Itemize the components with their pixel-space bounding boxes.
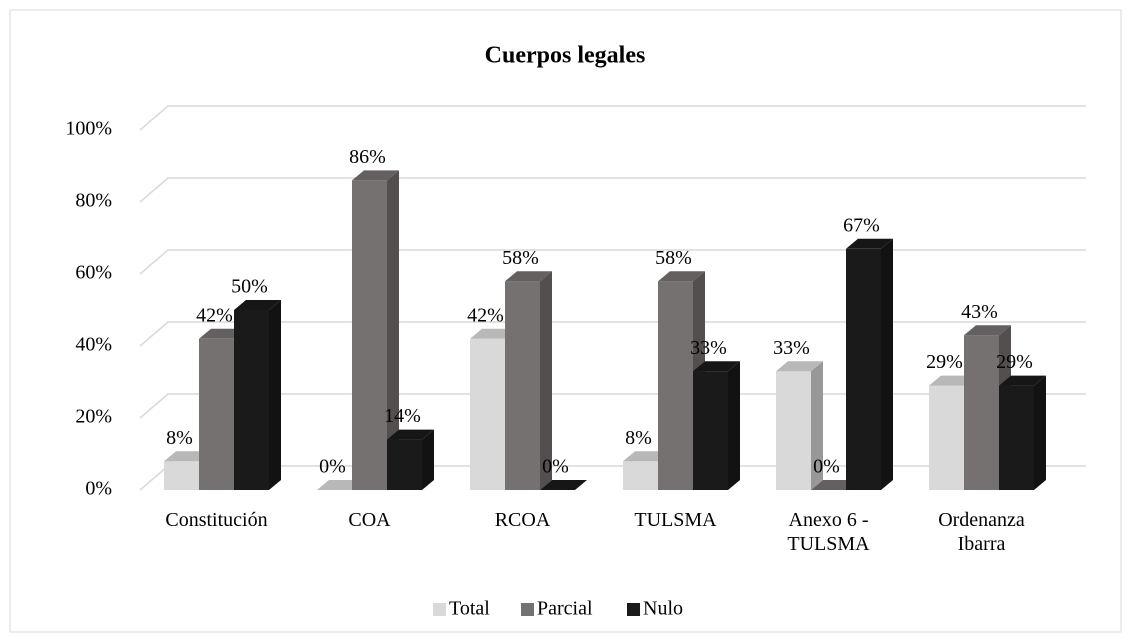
x-tick-label: Ordenanza Ibarra xyxy=(938,509,1025,555)
x-tick-label: Constitución xyxy=(165,509,268,531)
y-tick-label: 0% xyxy=(85,478,112,500)
bar-top xyxy=(658,271,705,282)
legend-label: Total xyxy=(449,598,490,620)
data-label: 86% xyxy=(349,146,386,168)
data-label: 8% xyxy=(166,427,193,449)
chart-frame xyxy=(9,9,1122,633)
data-label: 0% xyxy=(813,456,840,478)
bar-front xyxy=(164,461,199,490)
bar-front xyxy=(387,439,422,490)
x-tick-label: Anexo 6 - TULSMA xyxy=(787,509,870,555)
bar-front xyxy=(352,180,387,490)
bar-top xyxy=(776,361,823,372)
bar-top xyxy=(352,170,399,181)
y-tick-label: 80% xyxy=(75,190,112,212)
data-label: 29% xyxy=(926,351,963,373)
bar-front xyxy=(234,310,269,490)
bar-side xyxy=(1034,375,1046,490)
bar-front xyxy=(776,371,811,490)
x-tick-label: TULSMA xyxy=(634,509,717,531)
bar-front xyxy=(658,281,693,490)
bar-top xyxy=(964,325,1011,336)
grid-line xyxy=(139,177,1086,203)
x-tick-label: RCOA xyxy=(494,509,551,531)
grid-line xyxy=(139,321,1086,347)
data-label: 14% xyxy=(384,405,421,427)
bar-front xyxy=(623,461,658,490)
chart-title: Cuerpos legales xyxy=(485,43,646,69)
bar-top xyxy=(234,300,281,310)
bar-side xyxy=(881,238,893,490)
bar-top xyxy=(505,271,552,282)
data-label: 42% xyxy=(467,304,504,326)
grid-line xyxy=(139,105,1086,131)
data-label: 0% xyxy=(319,456,346,478)
data-label: 29% xyxy=(996,351,1033,373)
bar-side xyxy=(728,361,740,490)
data-label: 58% xyxy=(502,247,539,269)
bar-front xyxy=(929,385,964,490)
y-tick-label: 60% xyxy=(75,262,112,284)
bar-top xyxy=(387,429,434,440)
bar-side xyxy=(811,361,823,490)
bar-front xyxy=(693,371,728,490)
legend-label: Nulo xyxy=(643,598,683,620)
data-label: 42% xyxy=(196,304,233,326)
y-tick-label: 20% xyxy=(75,406,112,428)
bar-top xyxy=(999,375,1046,386)
bar-front xyxy=(999,385,1034,490)
data-label: 0% xyxy=(542,456,569,478)
bar-side xyxy=(269,300,281,490)
bar-side xyxy=(387,170,399,490)
bar-top xyxy=(540,480,587,490)
bar-top xyxy=(693,361,740,372)
bar-front xyxy=(964,335,999,490)
legend-label: Parcial xyxy=(537,598,593,620)
x-tick-label: COA xyxy=(348,509,391,531)
data-label: 58% xyxy=(655,247,692,269)
data-label: 50% xyxy=(231,276,268,298)
bar-front xyxy=(470,338,505,490)
data-label: 8% xyxy=(625,427,652,449)
bar-front xyxy=(846,248,881,490)
legend-swatch xyxy=(433,603,446,616)
data-label: 67% xyxy=(843,214,880,236)
data-label: 43% xyxy=(961,301,998,323)
bar-top xyxy=(846,238,893,249)
data-label: 33% xyxy=(773,337,810,359)
bar-front xyxy=(505,281,540,490)
grid-line xyxy=(139,249,1086,275)
legend-swatch xyxy=(521,603,534,616)
legend-swatch xyxy=(627,603,640,616)
y-tick-label: 40% xyxy=(75,334,112,356)
bar-side xyxy=(422,429,434,490)
data-label: 33% xyxy=(690,337,727,359)
bar-side xyxy=(540,271,552,490)
bar-front xyxy=(199,338,234,490)
y-tick-label: 100% xyxy=(65,118,112,140)
